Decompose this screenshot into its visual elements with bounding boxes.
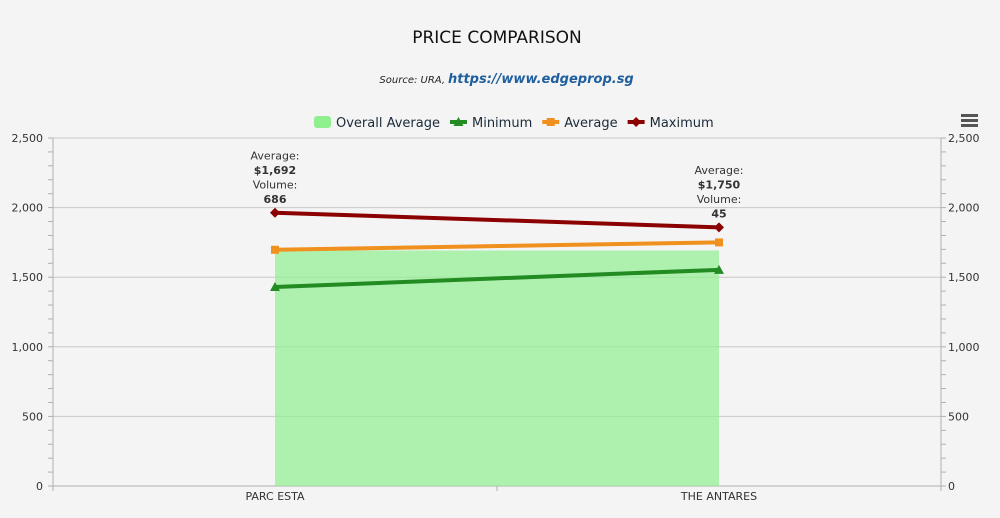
chart-menu-button[interactable]	[958, 110, 982, 132]
series-line-average	[274, 240, 720, 252]
hamburger-menu-icon	[961, 114, 978, 127]
y-tick-label-right: 2,000	[948, 202, 980, 215]
marker-maximum	[270, 207, 280, 218]
source-link[interactable]: https://www.edgeprop.sg	[448, 72, 634, 87]
series-line-minimum	[274, 267, 720, 289]
y-tick-label-right: 1,500	[948, 271, 980, 284]
y-tick-label-right: 0	[948, 480, 955, 493]
legend-label: Minimum	[472, 116, 532, 131]
y-tick-label-right: 2,500	[948, 132, 980, 145]
legend-label: Average	[564, 116, 617, 131]
data-label-line: $1,692	[254, 164, 296, 177]
axes: 0 0 500 500 1,000 1,000 1,500 1,500 2,000 2,000 2,…	[12, 132, 980, 503]
marker-minimum	[714, 264, 724, 274]
data-label-line: 45	[711, 207, 726, 220]
y-tick-label-right: 1,000	[948, 341, 980, 354]
series-line-maximum	[274, 210, 720, 230]
data-label-line: Volume:	[697, 193, 742, 206]
x-category-label: PARC ESTA	[245, 490, 305, 503]
y-tick-label-left: 2,000	[12, 202, 44, 215]
data-label-line: Average:	[695, 164, 744, 177]
marker-average	[715, 238, 723, 247]
legend-label: Overall Average	[336, 116, 440, 131]
legend-item-overall-average[interactable]: Overall Average	[314, 116, 440, 131]
y-tick-label-left: 1,500	[12, 271, 44, 284]
x-category-label: THE ANTARES	[680, 490, 757, 503]
legend-label: Maximum	[650, 116, 714, 131]
data-labels: Average:$1,692Volume:686Average:$1,750Vo…	[251, 149, 744, 220]
legend-marker	[631, 117, 642, 127]
legend-marker	[546, 118, 555, 126]
y-tick-label-left: 0	[36, 480, 43, 493]
legend-item-minimum[interactable]: Minimum	[449, 116, 532, 131]
series-area-overall-average	[275, 250, 719, 486]
y-tick-label-right: 500	[948, 410, 969, 423]
chart-legend: Overall Average Minimum Average Maximum	[314, 116, 714, 131]
legend-swatch	[314, 116, 331, 128]
chart-title: PRICE COMPARISON	[412, 28, 582, 48]
legend-marker	[453, 117, 464, 126]
y-tick-label-left: 2,500	[12, 132, 44, 145]
y-tick-label-left: 1,000	[12, 341, 44, 354]
legend-item-maximum[interactable]: Maximum	[627, 116, 714, 131]
y-tick-label-left: 500	[22, 410, 43, 423]
legend-item-average[interactable]: Average	[542, 116, 618, 131]
source-label: Source: URA,	[379, 75, 445, 86]
plot-area	[270, 207, 724, 486]
chart-subtitle: Source: URA, https://www.edgeprop.sg	[379, 72, 633, 87]
data-label-line: Volume:	[253, 178, 298, 191]
marker-maximum	[714, 222, 724, 233]
data-label-line: Average:	[251, 149, 300, 162]
data-label-line: 686	[264, 193, 287, 206]
data-label-line: $1,750	[698, 178, 741, 191]
marker-average	[271, 245, 279, 254]
marker-minimum	[270, 281, 280, 291]
